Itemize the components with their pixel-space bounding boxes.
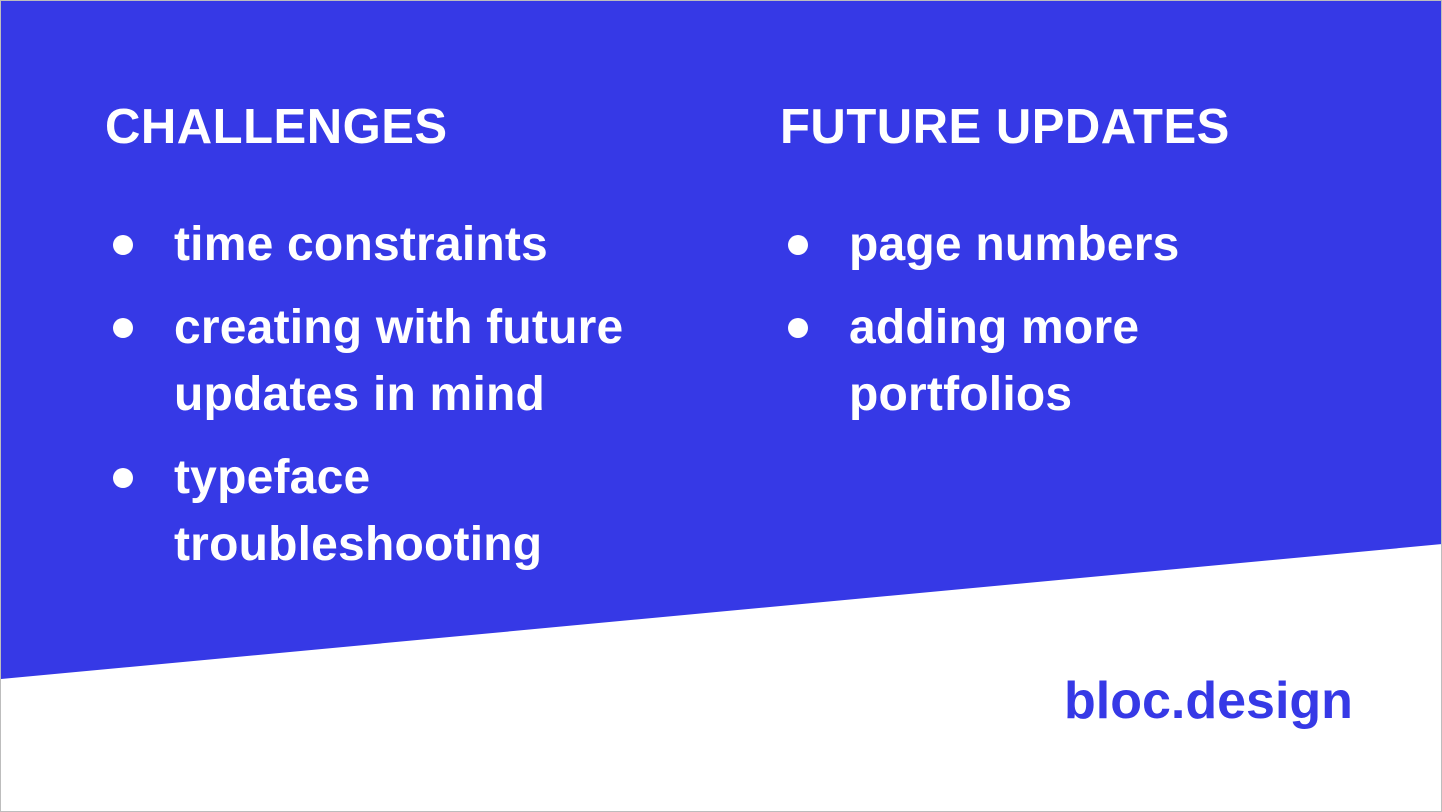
future-updates-list: page numbers adding more portfolios xyxy=(780,211,1340,428)
challenges-heading: CHALLENGES xyxy=(105,100,448,154)
bullet-icon xyxy=(113,468,133,488)
list-item-text: creating with future updates in mind xyxy=(174,301,624,421)
list-item-text: time constraints xyxy=(174,218,548,271)
challenges-list: time constraints creating with future up… xyxy=(105,211,705,578)
list-item-text: adding more portfolios xyxy=(849,301,1140,421)
future-updates-column: FUTURE UPDATES page numbers adding more … xyxy=(780,97,1340,444)
bullet-icon xyxy=(113,235,133,255)
list-item-text: typeface troubleshooting xyxy=(174,451,543,571)
list-item: creating with future updates in mind xyxy=(105,294,705,428)
list-item-text: page numbers xyxy=(849,218,1180,271)
bullet-icon xyxy=(113,318,133,338)
list-item: typeface troubleshooting xyxy=(105,444,594,578)
challenges-column: CHALLENGES time constraints creating wit… xyxy=(105,97,705,594)
future-updates-heading: FUTURE UPDATES xyxy=(780,100,1230,154)
list-item: adding more portfolios xyxy=(780,294,1189,428)
bullet-icon xyxy=(788,235,808,255)
bullet-icon xyxy=(788,318,808,338)
list-item: page numbers xyxy=(780,211,1340,278)
list-item: time constraints xyxy=(105,211,705,278)
brand-logo-text: bloc.design xyxy=(1064,672,1353,730)
